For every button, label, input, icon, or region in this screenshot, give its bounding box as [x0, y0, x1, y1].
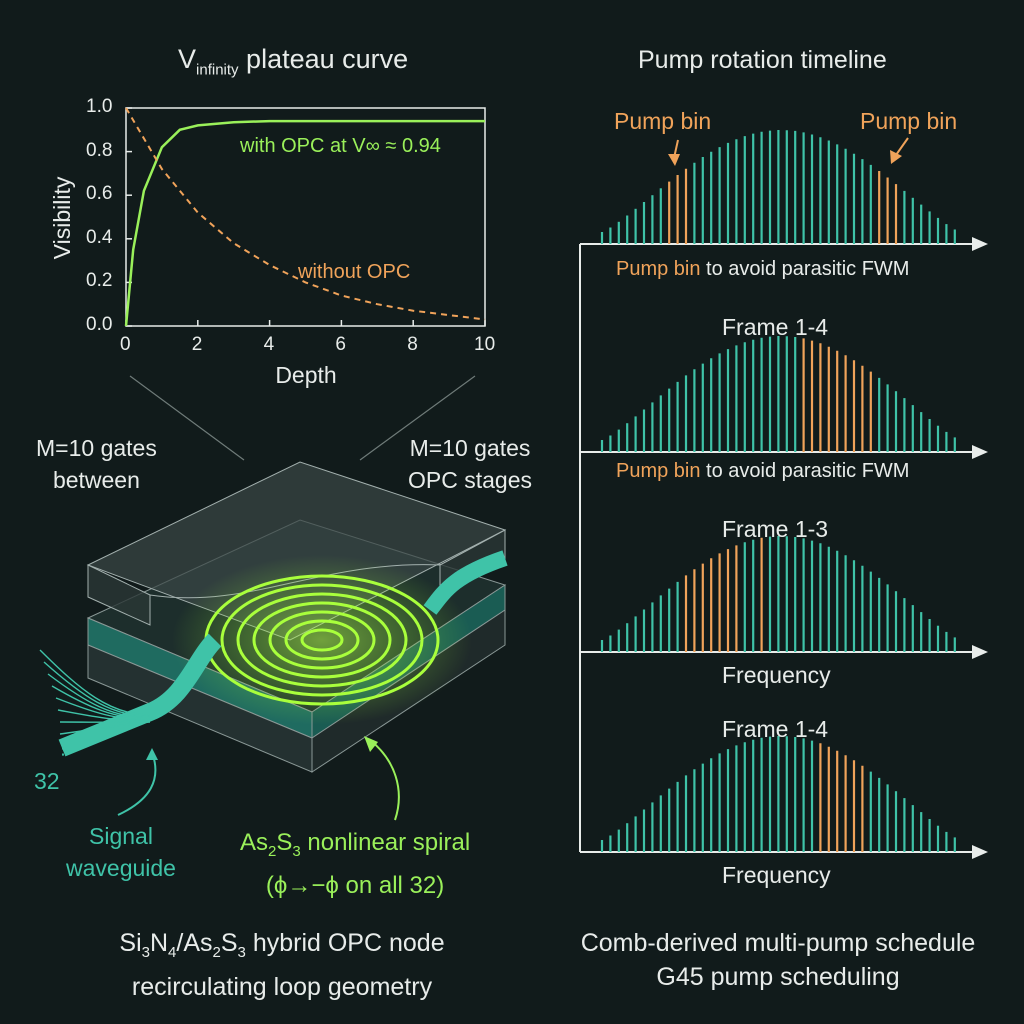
signal-waveguide-label: Signal waveguide — [66, 820, 176, 884]
frequency-axis-arrowhead — [972, 645, 988, 659]
plot-title-main: V — [178, 44, 197, 74]
frame-label-3: Frame 1-4 — [722, 716, 829, 742]
fiber-fan — [39, 649, 151, 735]
y-tick-label: 0.6 — [86, 183, 113, 205]
frequency-axis-arrowhead — [972, 845, 988, 859]
left-caption-line-2: recirculating loop geometry — [131, 973, 433, 1001]
left-caption-line-1: Si3N4/As2S3 hybrid OPC node — [119, 929, 445, 961]
zoom-line-left — [129, 375, 245, 461]
gates-left-line-2: between — [52, 467, 140, 493]
frequency-label-2: Frequency — [722, 862, 831, 888]
signal-line-2: waveguide — [66, 855, 176, 881]
pump-bin-right-arrowhead — [890, 150, 902, 164]
pump-bin-right-label: Pump bin — [860, 108, 958, 134]
gates-left-label: M=10 gates between — [36, 432, 157, 496]
fan-dots: ⋮ — [54, 738, 72, 758]
plot-title: Vinfinity plateau curve — [178, 44, 408, 78]
series-without-opc-line — [125, 107, 486, 321]
frame-label-1: Frame 1-4 — [722, 314, 829, 340]
series-with-opc-line — [124, 119, 485, 327]
right-caption: Comb-derived multi-pump schedule G45 pum… — [548, 926, 1008, 994]
signal-arrow — [117, 751, 157, 816]
chip — [39, 461, 508, 821]
y-tick-label: 0.4 — [86, 226, 113, 248]
parasitic-note-1: Pump bin to avoid parasitic FWM — [616, 258, 910, 280]
spiral-line-2: (ϕ→−ϕ on all 32) — [265, 871, 445, 899]
signal-waveguide-in — [58, 633, 222, 757]
spiral-label: As2S3 nonlinear spiral (ϕ→−ϕ on all 32) — [240, 826, 470, 903]
plot-title-sub: infinity — [196, 61, 239, 79]
signal-line-1: Signal — [89, 823, 153, 849]
y-tick-label: 0.2 — [86, 270, 113, 292]
plot-title-rest: plateau curve — [238, 44, 409, 74]
frequency-axis-arrowhead — [972, 237, 988, 251]
x-tick-label: 6 — [335, 334, 346, 355]
parasitic-note-2: Pump bin to avoid parasitic FWM — [616, 460, 910, 482]
pump-bin-right-arrow — [895, 137, 909, 156]
spiral-line-1: As2S3 nonlinear spiral — [240, 829, 471, 860]
label-without-opc: without OPC — [297, 261, 410, 283]
x-tick-label: 2 — [191, 334, 203, 355]
signal-waveguide-out — [423, 550, 508, 615]
x-tick-label: 10 — [474, 334, 496, 355]
comb-spectra — [580, 130, 988, 859]
spiral-arrowhead — [364, 736, 378, 752]
y-tick-label: 0.0 — [86, 314, 113, 335]
y-tick-label: 0.8 — [86, 139, 113, 161]
x-ticks — [125, 320, 486, 326]
label-with-opc: with OPC at V∞ ≈ 0.94 — [239, 135, 441, 157]
x-tick-label: 8 — [407, 334, 418, 355]
x-tick-label: 0 — [120, 334, 131, 355]
right-caption-line-1: Comb-derived multi-pump schedule — [580, 929, 976, 957]
gates-right-line-2: OPC stages — [408, 467, 532, 493]
frame-label-2: Frame 1-3 — [722, 516, 829, 542]
cladding-left — [87, 564, 151, 626]
pump-bin-left-arrowhead — [668, 154, 680, 166]
y-tick-label: 1.0 — [86, 96, 113, 117]
timeline-title: Pump rotation timeline — [638, 46, 887, 74]
gates-left-line-1: M=10 gates — [36, 435, 157, 461]
frequency-axis-arrowhead — [972, 445, 988, 459]
frequency-label-1: Frequency — [722, 662, 831, 688]
pump-bin-left-label: Pump bin — [614, 108, 712, 134]
zoom-line-right — [359, 375, 476, 461]
spiral-arrow — [369, 739, 400, 821]
gates-right-line-1: M=10 gates — [409, 435, 531, 461]
x-tick-label: 4 — [263, 334, 275, 355]
signal-arrowhead — [146, 748, 158, 760]
plot-frame — [125, 107, 486, 327]
fan-count: 32 — [34, 768, 60, 794]
spiral-rings — [204, 574, 440, 706]
spiral-glow — [172, 555, 472, 725]
right-caption-line-2: G45 pump scheduling — [656, 963, 900, 991]
x-axis-label: Depth — [275, 362, 336, 388]
left-caption: Si3N4/As2S3 hybrid OPC node recirculatin… — [52, 926, 512, 1004]
gates-right-label: M=10 gates OPC stages — [408, 432, 532, 496]
y-axis-label: Visibility — [49, 176, 75, 259]
